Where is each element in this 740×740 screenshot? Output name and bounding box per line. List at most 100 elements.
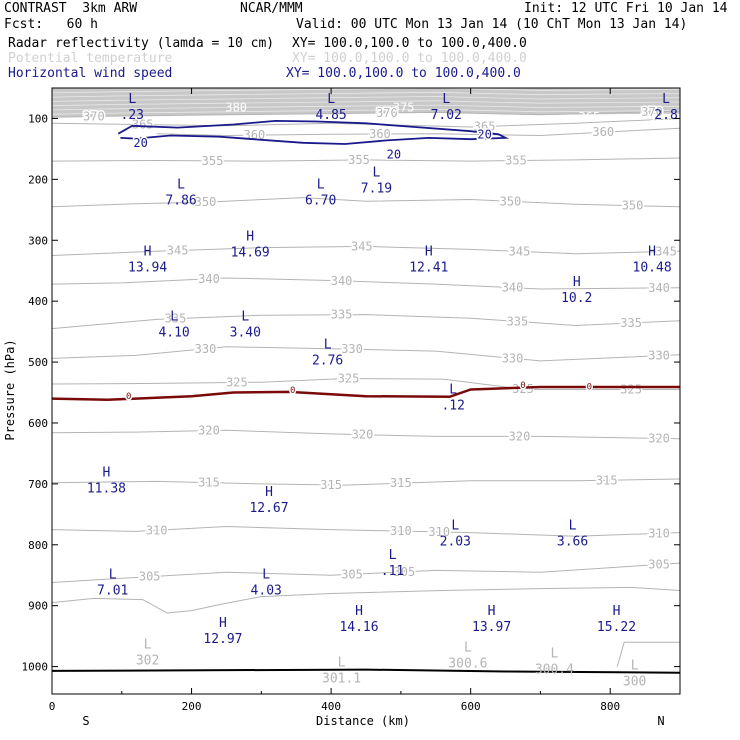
wind-extremum-type: H xyxy=(573,275,581,290)
x-tick-label: 0 xyxy=(49,700,56,713)
x-tick-label: 600 xyxy=(461,700,481,713)
theta-contour-label: 335 xyxy=(165,312,187,326)
wind-extremum-type: L xyxy=(177,177,185,192)
wind-extremum-type: L xyxy=(327,92,335,107)
wind-extremum-value: 4.85 xyxy=(315,108,346,123)
wind-extremum-value: 14.16 xyxy=(339,620,378,635)
x-end-label-north: N xyxy=(657,714,664,728)
wind-extremum-type: L xyxy=(317,177,325,192)
field-name-reflectivity: Radar reflectivity (lamda = 10 cm) xyxy=(8,36,275,51)
wind-extremum-value: .11 xyxy=(381,564,404,579)
theta-contour-370 xyxy=(52,110,680,118)
wind-extremum-value: 10.2 xyxy=(561,291,592,306)
theta-contour-label: 340 xyxy=(648,281,670,295)
field-xy-reflectivity: XY= 100.0,100.0 to 100.0,400.0 xyxy=(292,36,527,51)
y-tick-label: 100 xyxy=(28,112,48,125)
theta-contour-330 xyxy=(52,346,680,362)
theta-contour-label: 380 xyxy=(225,100,247,114)
theta-contour-label: 345 xyxy=(655,245,677,259)
theta-contour-label: 335 xyxy=(331,308,353,322)
theta-extremum-value: 300.4 xyxy=(535,662,574,677)
theta-extremum-type: L xyxy=(338,656,346,671)
theta-contour-label: 340 xyxy=(502,281,524,295)
wind-extremum-value: 10.48 xyxy=(633,260,672,275)
wind-extremum-type: L xyxy=(451,519,459,534)
y-tick-label: 300 xyxy=(28,234,48,247)
theta-contour-label: 305 xyxy=(139,570,161,584)
theta-contour-label: 305 xyxy=(648,557,670,571)
wind-extremum-value: .23 xyxy=(121,108,144,123)
theta-contour-label: 365 xyxy=(132,118,154,132)
wind-extremum-type: H xyxy=(219,616,227,631)
theta-contour-label: 360 xyxy=(648,114,670,128)
wind-extremum-type: H xyxy=(488,604,496,619)
theta-contour-label: 325 xyxy=(620,382,642,396)
wind-extremum-type: H xyxy=(355,604,363,619)
wind-extremum-value: 2.03 xyxy=(440,535,471,550)
theta-contour-label: 350 xyxy=(622,199,644,213)
theta-contour-label: 310 xyxy=(146,523,168,537)
freezing-contour-label: 0 xyxy=(520,381,525,391)
x-tick-label: 200 xyxy=(182,700,202,713)
theta-contour-label: 355 xyxy=(202,154,224,168)
wind-extremum-type: H xyxy=(246,229,254,244)
theta-contour-360 xyxy=(156,127,680,137)
wind-extremum-type: H xyxy=(144,244,152,259)
wind-extremum-type: L xyxy=(569,519,577,534)
model-title: CONTRAST 3km ARW xyxy=(4,1,138,16)
wind-extremum-value: 4.10 xyxy=(158,326,189,341)
wind-extremum-type: L xyxy=(324,338,332,353)
wind-extremum-value: 2.8 xyxy=(654,108,677,123)
freezing-line: 0 0 0 0 xyxy=(52,380,680,404)
theta-contour-label: 375 xyxy=(393,100,415,114)
theta-contour-label: 330 xyxy=(502,351,524,365)
theta-contour-label: 325 xyxy=(338,372,360,386)
organization: NCAR/MMM xyxy=(240,1,303,16)
theta-contour-label: 320 xyxy=(648,431,670,445)
wind-extremum-type: L xyxy=(373,165,381,180)
theta-contour-label: 305 xyxy=(394,565,416,579)
wind-extremum-value: 13.94 xyxy=(128,260,167,275)
theta-contour-320 xyxy=(52,429,680,440)
theta-contour-label: 360 xyxy=(369,127,391,141)
theta-contour-label: 310 xyxy=(648,526,670,540)
theta-contour-label: 360 xyxy=(592,125,614,139)
wind-extremum-value: 12.67 xyxy=(249,501,288,516)
wind-extremum-value: 4.03 xyxy=(251,583,282,598)
theta-contour-365 xyxy=(52,118,680,128)
wind-extremum-type: H xyxy=(425,244,433,259)
theta-contour-label: 315 xyxy=(320,478,342,492)
valid-time: Valid: 00 UTC Mon 13 Jan 14 (10 ChT Mon … xyxy=(296,17,688,32)
x-tick-label: 400 xyxy=(321,700,341,713)
field-name-theta: Potential temperature xyxy=(8,51,173,66)
upper-level-contour-band xyxy=(52,88,680,118)
wind-contour-label: 20 xyxy=(133,136,147,150)
y-tick-label: 1000 xyxy=(22,661,49,674)
wind-extremum-type: L xyxy=(662,92,670,107)
theta-contour-label: 350 xyxy=(500,194,522,208)
theta-contour-label: 330 xyxy=(195,342,217,356)
upper-contour-line xyxy=(52,108,680,115)
x-axis-label: Distance (km) xyxy=(316,714,410,728)
y-tick-label: 800 xyxy=(28,539,48,552)
theta-contour-label: 315 xyxy=(390,476,412,490)
y-tick-label: 500 xyxy=(28,356,48,369)
theta-contour-label: 335 xyxy=(507,314,529,328)
theta-contour-label: 320 xyxy=(198,424,220,438)
y-tick-label: 400 xyxy=(28,295,48,308)
wind-extremum-value: 14.69 xyxy=(231,245,270,260)
y-tick-label: 200 xyxy=(28,173,48,186)
theta-contour-label: 320 xyxy=(352,428,374,442)
wind-extremum-type: L xyxy=(241,310,249,325)
theta-contour-label: 365 xyxy=(474,119,496,133)
theta-contour-label: 335 xyxy=(620,316,642,330)
theta-contour-label: 370 xyxy=(376,106,398,120)
theta-contour-305 xyxy=(52,562,680,583)
wind-extremum-value: 7.01 xyxy=(97,583,128,598)
wind-extremum-value: 11.38 xyxy=(87,482,126,497)
wind-extremum-type: H xyxy=(265,485,273,500)
theta-contour-label: 315 xyxy=(596,473,618,487)
wind-extremum-type: L xyxy=(442,92,450,107)
upper-contour-band xyxy=(52,88,680,118)
